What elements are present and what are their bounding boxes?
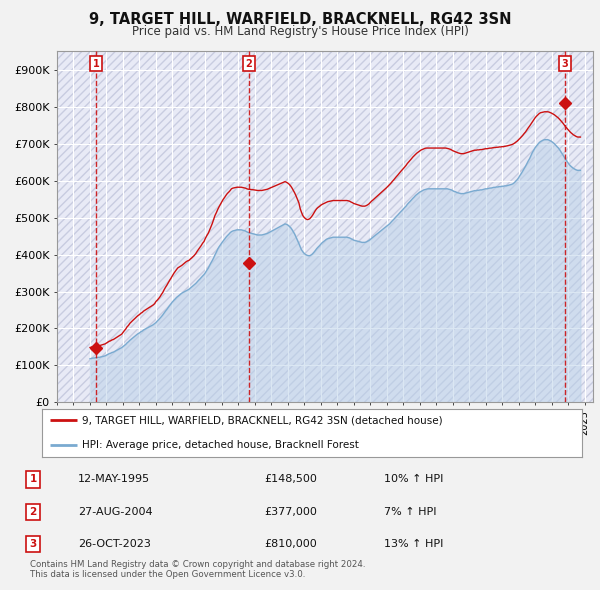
Text: 26-OCT-2023: 26-OCT-2023 <box>78 539 151 549</box>
Text: £148,500: £148,500 <box>264 474 317 484</box>
Text: 3: 3 <box>29 539 37 549</box>
Text: HPI: Average price, detached house, Bracknell Forest: HPI: Average price, detached house, Brac… <box>83 440 359 450</box>
Text: 27-AUG-2004: 27-AUG-2004 <box>78 507 152 517</box>
Text: 3: 3 <box>562 58 568 68</box>
Text: 2: 2 <box>245 58 253 68</box>
Text: 1: 1 <box>92 58 99 68</box>
Text: £377,000: £377,000 <box>264 507 317 517</box>
Text: Price paid vs. HM Land Registry's House Price Index (HPI): Price paid vs. HM Land Registry's House … <box>131 25 469 38</box>
Text: 13% ↑ HPI: 13% ↑ HPI <box>384 539 443 549</box>
Text: 12-MAY-1995: 12-MAY-1995 <box>78 474 150 484</box>
Text: Contains HM Land Registry data © Crown copyright and database right 2024.
This d: Contains HM Land Registry data © Crown c… <box>30 560 365 579</box>
Text: 9, TARGET HILL, WARFIELD, BRACKNELL, RG42 3SN: 9, TARGET HILL, WARFIELD, BRACKNELL, RG4… <box>89 12 511 27</box>
Text: 9, TARGET HILL, WARFIELD, BRACKNELL, RG42 3SN (detached house): 9, TARGET HILL, WARFIELD, BRACKNELL, RG4… <box>83 415 443 425</box>
Text: 10% ↑ HPI: 10% ↑ HPI <box>384 474 443 484</box>
Text: 1: 1 <box>29 474 37 484</box>
Text: 7% ↑ HPI: 7% ↑ HPI <box>384 507 437 517</box>
Text: 2: 2 <box>29 507 37 517</box>
Text: £810,000: £810,000 <box>264 539 317 549</box>
